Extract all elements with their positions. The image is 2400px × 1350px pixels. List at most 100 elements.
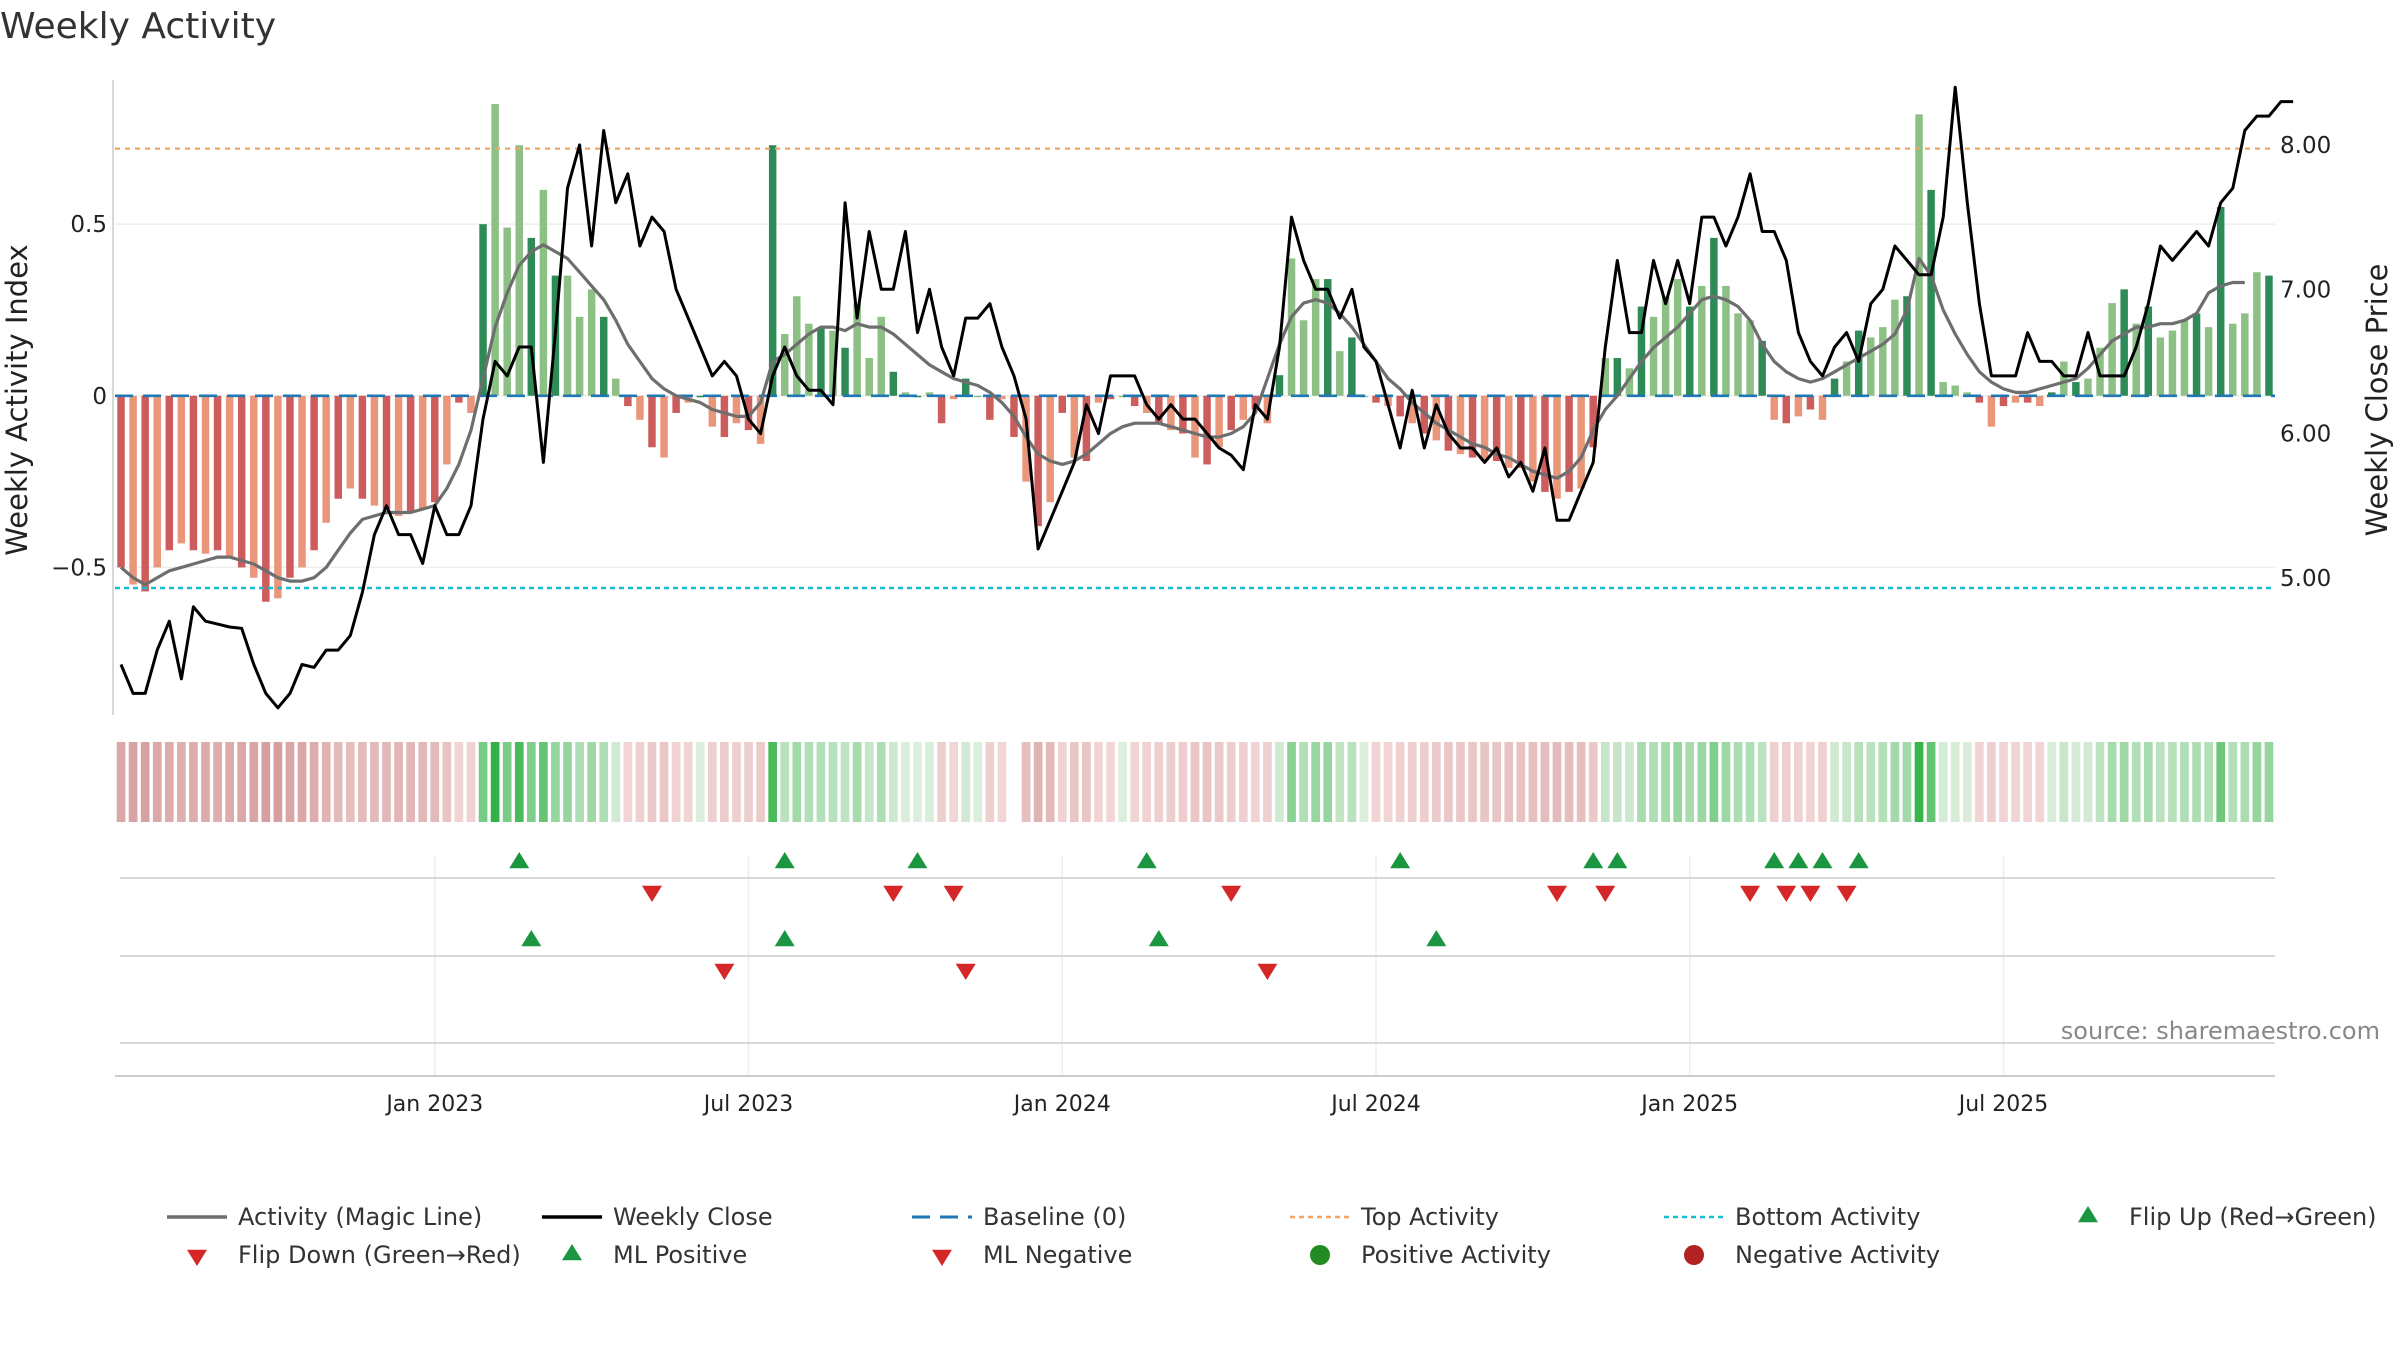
legend-item: Negative Activity (1684, 1241, 1940, 1269)
activity-bar (1239, 395, 1248, 420)
strip-cell (1649, 742, 1658, 822)
activity-bar (780, 334, 789, 396)
flip-up-marker (1788, 852, 1809, 869)
activity-bar (1529, 395, 1537, 482)
x-tick-label: Jul 2023 (702, 1092, 794, 1117)
x-tick-label: Jan 2025 (1639, 1092, 1738, 1117)
strip-cell (1938, 742, 1948, 822)
source-note: source: sharemaestro.com (2061, 1017, 2380, 1045)
strip-cell (575, 742, 584, 822)
activity-bar (1155, 395, 1163, 424)
activity-bar (1070, 395, 1079, 458)
legend-label: Positive Activity (1361, 1241, 1551, 1269)
legend-item: Flip Down (Green→Red) (187, 1241, 521, 1269)
strip-cell (442, 742, 452, 822)
strip-cell (345, 742, 355, 822)
ml-negative-marker (1257, 963, 1278, 980)
strip-cell (1287, 742, 1296, 822)
activity-bar (2216, 207, 2225, 396)
activity-bar (805, 323, 813, 396)
activity-bar (937, 395, 946, 424)
strip-cell (128, 742, 138, 822)
strip-cell (2204, 742, 2213, 822)
strip-cell (1178, 742, 1188, 822)
strip-cell (526, 742, 536, 822)
strip-cell (1564, 742, 1574, 822)
strip-cell (961, 742, 971, 822)
activity-bar (563, 275, 572, 396)
activity-bar (925, 392, 934, 396)
strip-cell (1769, 742, 1779, 822)
activity-bar (2168, 330, 2177, 396)
legend-label: Activity (Magic Line) (238, 1203, 482, 1231)
activity-bar (1710, 237, 1718, 396)
activity-bar (1915, 114, 1923, 396)
strip-cell (949, 742, 959, 822)
strip-cell (551, 742, 560, 822)
activity-bar (2108, 303, 2116, 396)
reference-lines (115, 147, 2275, 590)
activity-bar (1746, 320, 1754, 396)
activity-bar (2072, 382, 2080, 396)
strip-cell (671, 742, 681, 822)
activity-bar (1891, 299, 1899, 396)
activity-bar (961, 378, 970, 396)
activity-bar (2023, 395, 2032, 403)
activity-bar (1903, 296, 1911, 396)
strip-cell (1673, 742, 1683, 822)
activity-bar (1577, 395, 1585, 489)
strip-cell (804, 742, 814, 822)
activity-bar (672, 395, 680, 413)
y2-axis-ticks: 8.00 7.00 6.00 5.00 (2280, 133, 2331, 592)
activity-bar (587, 289, 596, 396)
ml-negative-marker (955, 963, 976, 980)
strip-cell (1021, 742, 1031, 822)
legend: Activity (Magic Line) Weekly Close Baselin… (167, 1203, 2377, 1269)
activity-bar (1541, 395, 1549, 492)
strip-cell (901, 742, 910, 822)
strip-cell (744, 742, 753, 822)
strip-cell (1842, 742, 1851, 822)
activity-bar (1408, 395, 1416, 424)
activity-bar (575, 316, 584, 396)
strip-cell (1528, 742, 1538, 822)
activity-bar (394, 395, 403, 516)
activity-bar (1673, 279, 1682, 396)
strip-cell (2071, 742, 2081, 822)
x-tick-label: Jan 2023 (384, 1092, 483, 1117)
strip-cell (2035, 742, 2045, 822)
legend-item: Top Activity (1290, 1203, 1499, 1231)
strip-cell (164, 742, 174, 822)
activity-bar (455, 395, 463, 403)
activity-bar (2011, 395, 2020, 403)
strip-cell (997, 742, 1007, 822)
strip-cell (237, 742, 247, 822)
strip-cell (2264, 742, 2274, 822)
activity-bar (1686, 306, 1694, 396)
strip-cell (1130, 742, 1140, 822)
strip-cell (1094, 742, 1103, 822)
strip-cell (1781, 742, 1791, 822)
strip-cell (1625, 742, 1634, 822)
activity-bar (877, 316, 885, 396)
weekly-close-series (119, 85, 2294, 710)
strip-cell (213, 742, 222, 822)
strip-cell (1637, 742, 1646, 822)
activity-bar (1975, 395, 1984, 403)
y-tick-label: 0.5 (70, 212, 107, 238)
strip-cell (1395, 742, 1405, 822)
legend-label: Flip Up (Red→Green) (2129, 1203, 2377, 1231)
strip-cell (2252, 742, 2262, 822)
activity-bar (213, 395, 222, 551)
flip-down-marker (1776, 885, 1797, 902)
y2-tick-label: 6.00 (2280, 422, 2331, 448)
legend-label: ML Negative (983, 1241, 1132, 1269)
strip-cell (876, 742, 886, 822)
strip-cell (321, 742, 331, 822)
flip-up-marker (1764, 852, 1785, 869)
activity-bar (1589, 395, 1597, 448)
strip-cell (1987, 742, 1996, 822)
activity-bar (1311, 279, 1320, 396)
activity-bars (117, 104, 2273, 602)
activity-bar (1770, 395, 1778, 420)
